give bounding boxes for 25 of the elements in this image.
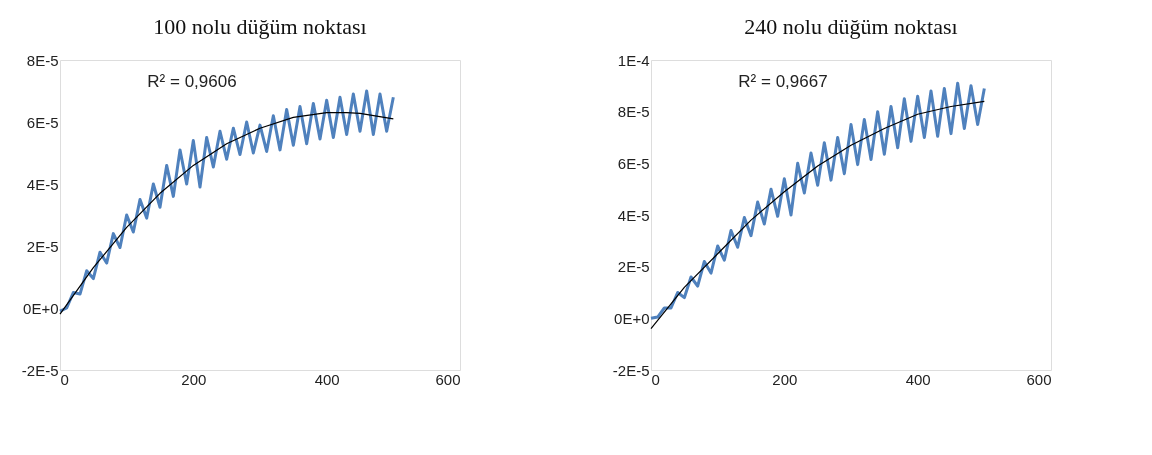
annotation: R² = 0,9606 (147, 72, 237, 91)
y-tick-label: 1E-4 (617, 51, 650, 69)
y-tick-label: 8E-5 (617, 103, 650, 121)
y-tick-label: 2E-5 (617, 258, 650, 276)
x-tick-label: 600 (435, 370, 461, 388)
annotation: R² = 0,9667 (738, 72, 828, 91)
y-tick-label: 6E-5 (617, 154, 650, 172)
x-tick-label: 400 (314, 370, 340, 388)
y-tick-label: 0E+0 (23, 299, 59, 317)
y-tick-label: -2E-5 (21, 361, 59, 379)
chart-title: 240 nolu düğüm noktası (744, 14, 958, 39)
x-tick-label: 0 (60, 370, 69, 388)
y-tick-label: 6E-5 (26, 113, 59, 131)
x-tick-label: 200 (772, 370, 798, 388)
y-tick-label: -2E-5 (612, 361, 650, 379)
x-tick-label: 600 (1026, 370, 1052, 388)
y-tick-label: 4E-5 (26, 175, 59, 193)
y-tick-label: 0E+0 (614, 309, 650, 327)
chart-title: 100 nolu düğüm noktası (153, 14, 367, 39)
y-tick-label: 8E-5 (26, 51, 59, 69)
x-tick-label: 400 (905, 370, 931, 388)
y-tick-label: 4E-5 (617, 206, 650, 224)
y-tick-label: 2E-5 (26, 237, 59, 255)
x-tick-label: 0 (651, 370, 660, 388)
x-tick-label: 200 (181, 370, 207, 388)
